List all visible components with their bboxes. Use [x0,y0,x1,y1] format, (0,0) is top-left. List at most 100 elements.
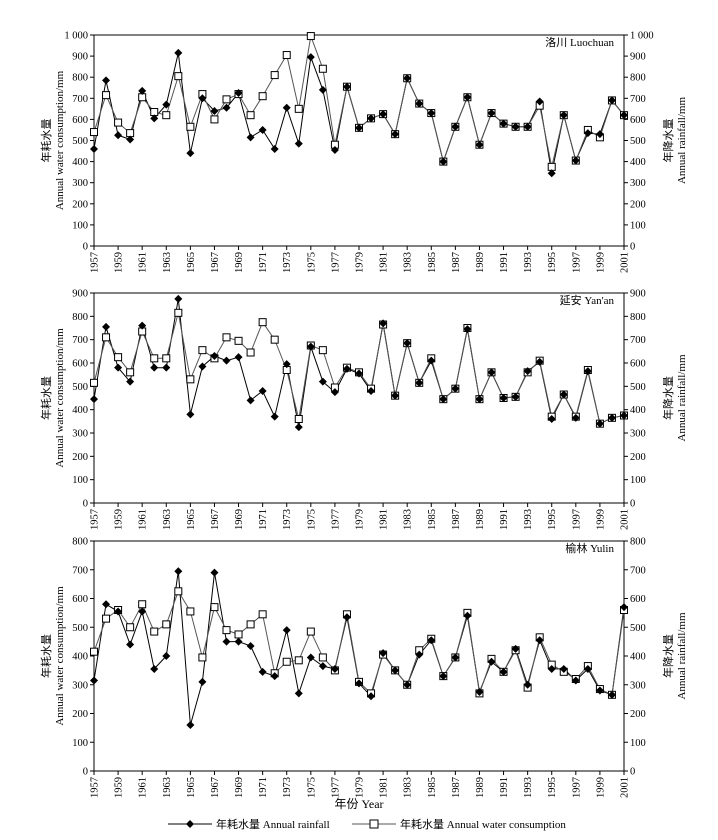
point-water-consumption-yulin-1958 [102,614,111,623]
y-tick-label-left-yulin: 200 [72,709,88,720]
x-tick-label-yan-an: 1969 [234,509,245,530]
legend-rain-marker [186,820,194,828]
y-tick-label-right-luochuan: 600 [630,115,646,126]
point-water-consumption-yan-an-1962 [150,354,159,363]
x-tick-label-luochuan: 1993 [523,252,534,273]
point-rainfall-luochuan-1972 [270,144,279,153]
point-rainfall-yulin-1984 [415,650,424,659]
point-rainfall-luochuan-1984 [415,99,424,108]
point-water-consumption-yan-an-1958 [102,333,111,342]
point-rainfall-yulin-1968 [222,637,231,646]
y-tick-label-left-yulin: 500 [72,623,88,634]
point-water-consumption-yulin-1968 [222,626,231,635]
point-rainfall-luochuan-1982 [391,130,400,139]
y-tick-label-left-yan-an: 500 [72,382,88,393]
legend-water-marker [369,819,379,829]
point-rainfall-yulin-1959 [114,607,123,616]
point-rainfall-yan-an-2000 [607,413,616,422]
point-water-consumption-yulin-1961 [138,600,147,609]
point-rainfall-luochuan-1958 [102,76,111,85]
point-water-consumption-luochuan-1970 [246,111,255,120]
point-rainfall-yulin-1962 [150,664,159,673]
y-tick-label-left-yan-an: 400 [72,405,88,416]
point-water-consumption-yulin-1962 [150,627,159,636]
y-tick-label-right-yan-an: 600 [630,359,646,370]
point-water-consumption-yulin-1976 [318,653,327,662]
left-axis-title-cn-luochuan: 年耗水量 [39,119,53,163]
point-rainfall-yan-an-1998 [583,367,592,376]
y-tick-label-left-yan-an: 200 [72,452,88,463]
x-tick-label-yan-an: 2001 [620,509,631,530]
left-axis-title-en-luochuan: Annual water consumption/mm [54,70,66,210]
x-tick-label-luochuan: 1975 [306,252,317,273]
point-rainfall-yan-an-1995 [547,415,556,423]
x-tick-label-luochuan: 1999 [595,252,606,273]
y-tick-label-left-yan-an: 900 [72,289,88,300]
point-rainfall-yulin-1960 [126,640,135,649]
point-rainfall-luochuan-1973 [282,103,291,112]
x-tick-label-luochuan: 1973 [282,252,293,273]
point-rainfall-yan-an-1997 [571,413,580,422]
point-rainfall-yan-an-1960 [126,377,135,386]
point-rainfall-yulin-1970 [246,641,255,650]
left-axis-title-en-yulin: Annual water consumption/mm [54,586,66,726]
point-rainfall-yulin-1980 [367,692,376,701]
legend: 年耗水量 Annual rainfall 年耗水量 Annual water c… [168,817,566,831]
point-water-consumption-yulin-1965 [186,607,195,616]
point-rainfall-luochuan-1962 [150,114,159,123]
point-water-consumption-yan-an-1965 [186,375,195,384]
y-tick-label-left-luochuan: 600 [72,115,88,126]
x-tick-label-yulin: 1969 [234,777,245,798]
y-tick-label-left-yulin: 600 [72,594,88,605]
point-rainfall-yulin-1990 [487,657,496,666]
x-tick-label-yulin: 1975 [306,777,317,798]
x-tick-label-yan-an: 1993 [523,509,534,530]
x-tick-label-luochuan: 1983 [403,252,414,273]
y-tick-label-left-yulin: 700 [72,565,88,576]
y-tick-label-left-luochuan: 900 [72,52,88,63]
point-rainfall-luochuan-1983 [403,74,412,83]
point-rainfall-yulin-1996 [559,664,568,673]
point-water-consumption-yulin-1974 [294,656,303,665]
x-tick-label-luochuan: 2001 [620,252,631,273]
point-rainfall-yan-an-1964 [174,294,183,303]
point-rainfall-luochuan-1988 [463,93,472,102]
x-tick-label-yulin: 1971 [258,777,269,798]
point-rainfall-yan-an-1992 [511,392,520,401]
point-rainfall-luochuan-1991 [499,119,508,128]
y-tick-label-right-luochuan: 0 [630,242,635,253]
point-water-consumption-luochuan-1957 [90,128,98,137]
y-tick-label-right-yan-an: 500 [630,382,646,393]
x-tick-label-luochuan: 1971 [258,252,269,273]
right-axis-title-en-yulin: Annual rainfall/mm [676,612,688,700]
point-rainfall-yan-an-1988 [463,325,472,334]
point-rainfall-yan-an-1979 [355,369,363,378]
right-axis-title-cn-luochuan: 年降水量 [661,119,675,163]
point-rainfall-yulin-1969 [234,637,243,646]
point-rainfall-yulin-1985 [427,636,436,645]
point-rainfall-yulin-1964 [174,567,183,576]
point-rainfall-yulin-1975 [306,653,315,662]
point-rainfall-yan-an-1973 [282,360,291,369]
panel-title-luochuan: 洛川 Luochuan [545,35,614,49]
y-tick-label-right-yulin: 300 [630,680,646,691]
point-rainfall-yan-an-1968 [222,356,231,365]
point-water-consumption-yan-an-1970 [246,348,255,357]
point-rainfall-luochuan-1978 [342,82,351,91]
plot-frame-yulin [93,540,625,772]
point-rainfall-yulin-1977 [330,664,339,673]
point-water-consumption-yulin-1960 [126,623,135,632]
point-rainfall-yan-an-2001 [620,411,628,420]
point-rainfall-yan-an-1967 [210,352,219,360]
y-tick-label-left-yulin: 100 [72,738,88,749]
point-rainfall-yan-an-1966 [198,362,207,371]
point-rainfall-luochuan-1995 [547,169,556,178]
right-axis-title-en-luochuan: Annual rainfall/mm [676,97,688,185]
point-rainfall-luochuan-1976 [318,85,327,94]
point-rainfall-yan-an-1965 [186,410,195,419]
x-tick-label-yan-an: 1979 [355,509,366,530]
x-tick-label-yan-an: 1959 [114,509,125,530]
point-rainfall-yulin-1999 [595,686,604,695]
plot-frame-luochuan [93,34,625,247]
point-water-consumption-luochuan-1968 [222,95,231,104]
